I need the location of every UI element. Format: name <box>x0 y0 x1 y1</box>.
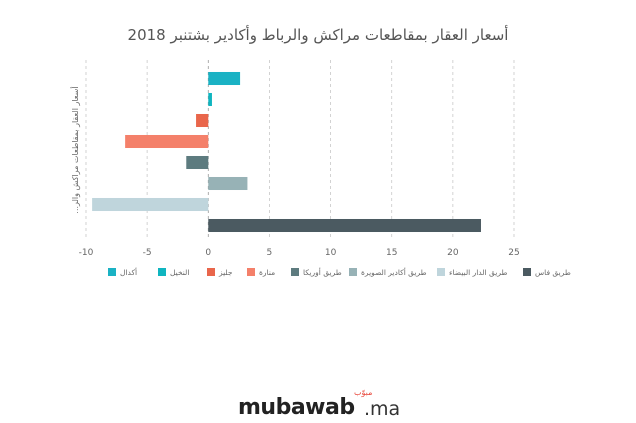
legend-swatch <box>349 268 357 276</box>
legend-item: منارة <box>247 266 275 278</box>
legend-item: طريق فاس <box>523 266 571 278</box>
legend-label: طريق أوريكا <box>303 267 342 277</box>
x-tick-label: 25 <box>508 248 519 258</box>
legend-swatch <box>247 268 255 276</box>
bar <box>208 218 481 233</box>
grid-lines <box>85 60 515 238</box>
bar <box>186 155 209 170</box>
chart-title: أسعار العقار بمقاطعات مراكش والرباط وأكا… <box>128 25 509 44</box>
legend-label: النخيل <box>170 267 190 277</box>
legend-label: جليز <box>219 267 233 277</box>
legend-item: طريق أكادير الصويرة <box>349 266 427 278</box>
legend-swatch <box>523 268 531 276</box>
x-tick-label: 10 <box>325 248 337 258</box>
legend: أكدال النخيل جليز منارة طريق أوريكا طريق أكاد… <box>104 266 571 280</box>
legend-swatch <box>108 268 116 276</box>
x-axis-ticks: -10 -5 0 5 10 15 20 25 <box>79 248 520 258</box>
mubawab-logo: مبوّب mubawab .ma <box>238 388 408 422</box>
legend-label: طريق الدار البيضاء <box>449 267 508 277</box>
legend-label: طريق أكادير الصويرة <box>361 267 427 277</box>
legend-item: النخيل <box>158 266 189 278</box>
logo-arabic-text: مبوّب <box>354 388 373 397</box>
bar <box>92 197 209 212</box>
bars <box>92 71 481 233</box>
x-tick-label: -10 <box>79 248 94 258</box>
legend-swatch <box>158 268 166 276</box>
legend-swatch <box>207 268 215 276</box>
legend-item: طريق الدار البيضاء <box>437 266 507 278</box>
logo-wordmark: mubawab <box>238 395 355 420</box>
y-axis-label: أسعار العقار بمقاطعات مراكش والر... <box>70 86 80 213</box>
legend-label: طريق فاس <box>535 267 571 277</box>
x-tick-label: -5 <box>143 248 152 258</box>
x-tick-label: 5 <box>267 248 273 258</box>
x-tick-label: 0 <box>205 248 211 258</box>
legend-swatch <box>291 268 299 276</box>
logo-tld: .ma <box>364 398 401 420</box>
legend-item: أكدال <box>108 266 137 278</box>
x-tick-label: 15 <box>386 248 397 258</box>
bar <box>196 113 209 128</box>
bar <box>208 71 241 86</box>
bar <box>208 176 248 191</box>
legend-item: جليز <box>207 266 233 278</box>
bar <box>208 92 212 107</box>
legend-item: طريق أوريكا <box>291 266 342 278</box>
bar <box>125 134 209 149</box>
x-tick-label: 20 <box>447 248 459 258</box>
legend-swatch <box>437 268 445 276</box>
legend-label: منارة <box>259 267 276 277</box>
legend-label: أكدال <box>120 267 138 277</box>
